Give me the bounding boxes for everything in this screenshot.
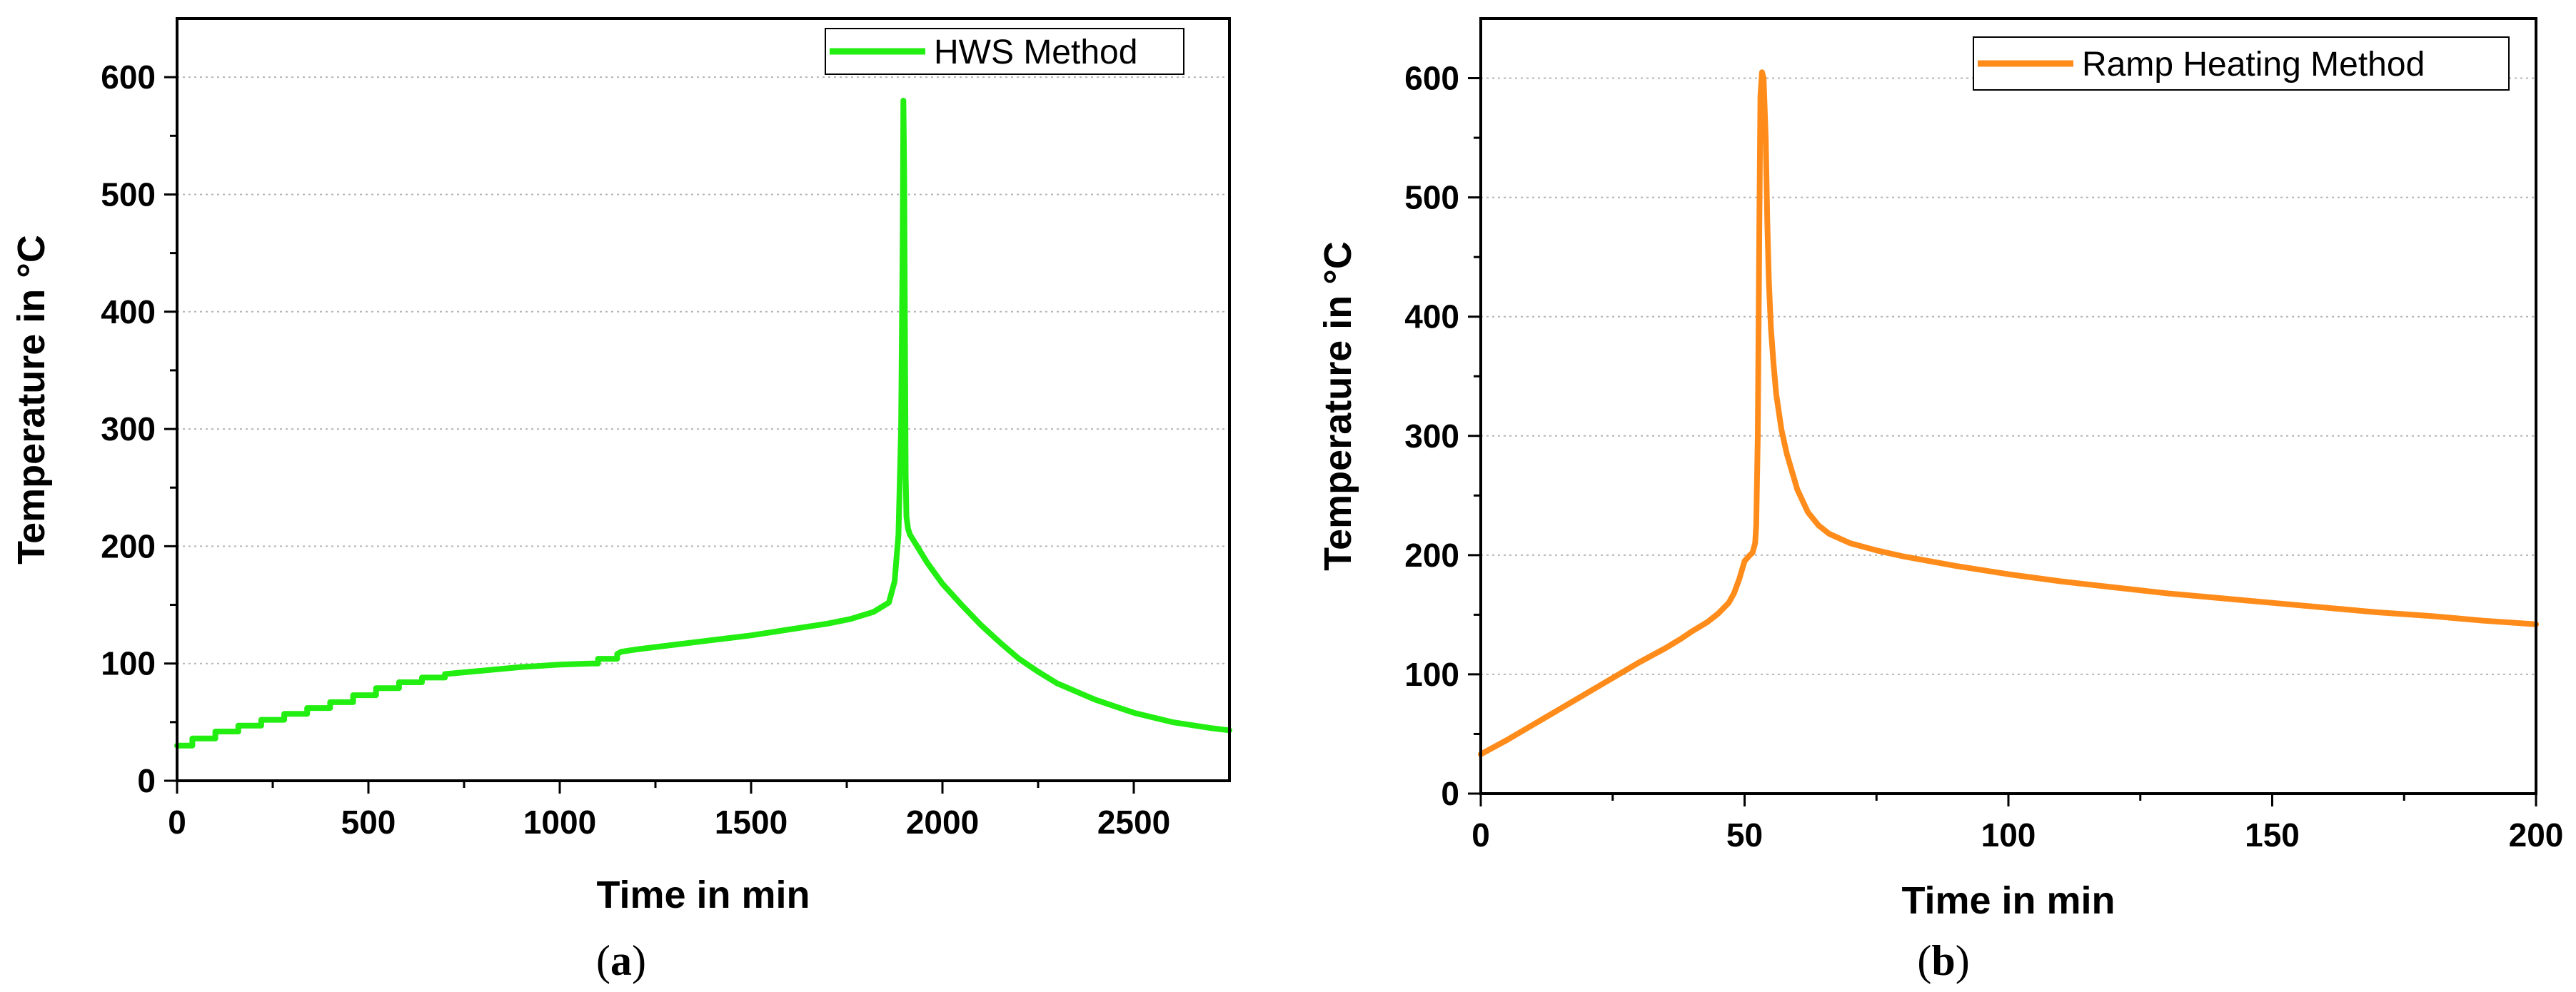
panel-label-close: ): [1956, 937, 1970, 984]
y-tick-label: 500: [1404, 179, 1459, 216]
x-tick-label: 200: [2509, 816, 2564, 854]
x-tick-label: 2000: [906, 804, 979, 841]
y-tick-label: 100: [1404, 656, 1459, 693]
x-tick-label: 150: [2245, 816, 2300, 854]
x-tick-label: 100: [1981, 816, 2036, 854]
x-tick-label: 2500: [1097, 804, 1170, 841]
panel-label-open: (: [596, 937, 610, 984]
series-line-hws-method: [174, 98, 1232, 749]
x-axis-title: Time in min: [596, 874, 810, 916]
y-tick-label: 100: [101, 645, 156, 682]
x-tick-label: 1000: [523, 804, 596, 841]
y-tick-label: 500: [101, 176, 156, 213]
legend-label: HWS Method: [934, 34, 1137, 71]
y-axis-title: Temperature in °C: [1317, 241, 1359, 571]
panel-label: (a): [596, 937, 646, 984]
y-tick-label: 400: [1404, 298, 1459, 335]
y-tick-label: 200: [101, 527, 156, 565]
x-tick-label: 0: [1471, 816, 1490, 854]
y-tick-label: 0: [137, 762, 156, 799]
chart-panel-b: 0 100 200 300 400 500 600 0 50 100 150 200 Ramp Heat…: [1317, 17, 2564, 984]
series-line-ramp-heating-method: [1478, 69, 2539, 757]
panel-label-close: ): [632, 937, 646, 984]
plot-frame: [176, 17, 1231, 782]
y-tick-label: 400: [101, 293, 156, 330]
legend: HWS Method: [825, 28, 1184, 75]
plot-frame: [1479, 17, 2537, 795]
x-tick-label: 0: [168, 804, 186, 841]
x-tick-label: 1500: [715, 804, 788, 841]
x-tick-label: 500: [341, 804, 396, 841]
panel-label-open: (: [1917, 937, 1931, 984]
y-tick-label: 300: [101, 410, 156, 447]
legend: Ramp Heating Method: [1973, 36, 2510, 91]
x-axis-title: Time in min: [1901, 879, 2115, 922]
legend-label: Ramp Heating Method: [2082, 46, 2425, 83]
panel-label-letter: b: [1931, 937, 1955, 984]
panel-label-letter: a: [610, 937, 632, 984]
y-tick-label: 200: [1404, 537, 1459, 574]
chart-panel-a: 0 100 200 300 400 500 600 0 500 1000 1500 2000 2500 H…: [10, 17, 1232, 984]
y-tick-label: 300: [1404, 417, 1459, 455]
y-tick-label: 0: [1441, 775, 1459, 812]
y-axis-title: Temperature in °C: [10, 235, 53, 565]
x-tick-label: 50: [1726, 816, 1763, 854]
y-tick-label: 600: [1404, 60, 1459, 97]
panel-label: (b): [1917, 937, 1969, 984]
y-tick-label: 600: [101, 59, 156, 96]
